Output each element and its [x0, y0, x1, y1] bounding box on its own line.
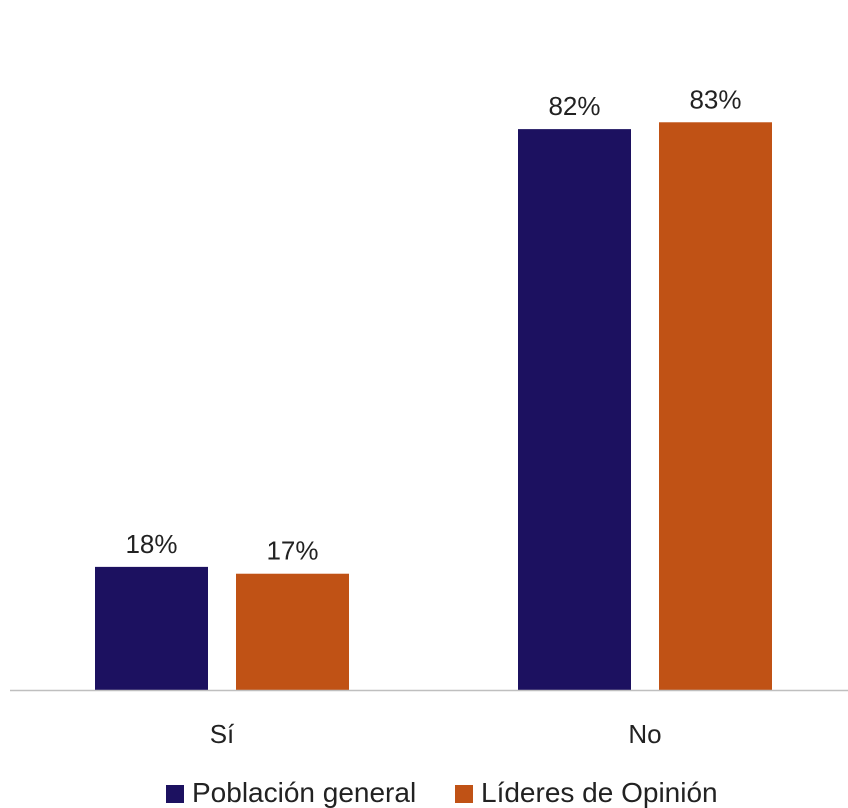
data-labels-group: 18% 17% 82% 83%: [125, 84, 741, 565]
x-tick-label-1: No: [628, 719, 661, 749]
data-label-1-0: 17%: [266, 536, 318, 566]
legend: Población general Líderes de Opinión: [166, 777, 718, 808]
bar-1-1: [659, 122, 772, 690]
data-label-0-1: 82%: [548, 91, 600, 121]
x-tick-label-0: Sí: [210, 719, 235, 749]
bars-group: [95, 122, 772, 690]
data-label-1-1: 83%: [689, 84, 741, 114]
bar-1-0: [236, 573, 349, 690]
legend-label-0: Población general: [192, 777, 416, 808]
legend-swatch-0: [166, 785, 184, 803]
legend-swatch-1: [455, 785, 473, 803]
bar-0-1: [518, 129, 631, 690]
data-label-0-0: 18%: [125, 529, 177, 559]
legend-label-1: Líderes de Opinión: [481, 777, 718, 808]
x-tick-labels-group: Sí No: [210, 719, 662, 749]
bar-0-0: [95, 566, 208, 690]
